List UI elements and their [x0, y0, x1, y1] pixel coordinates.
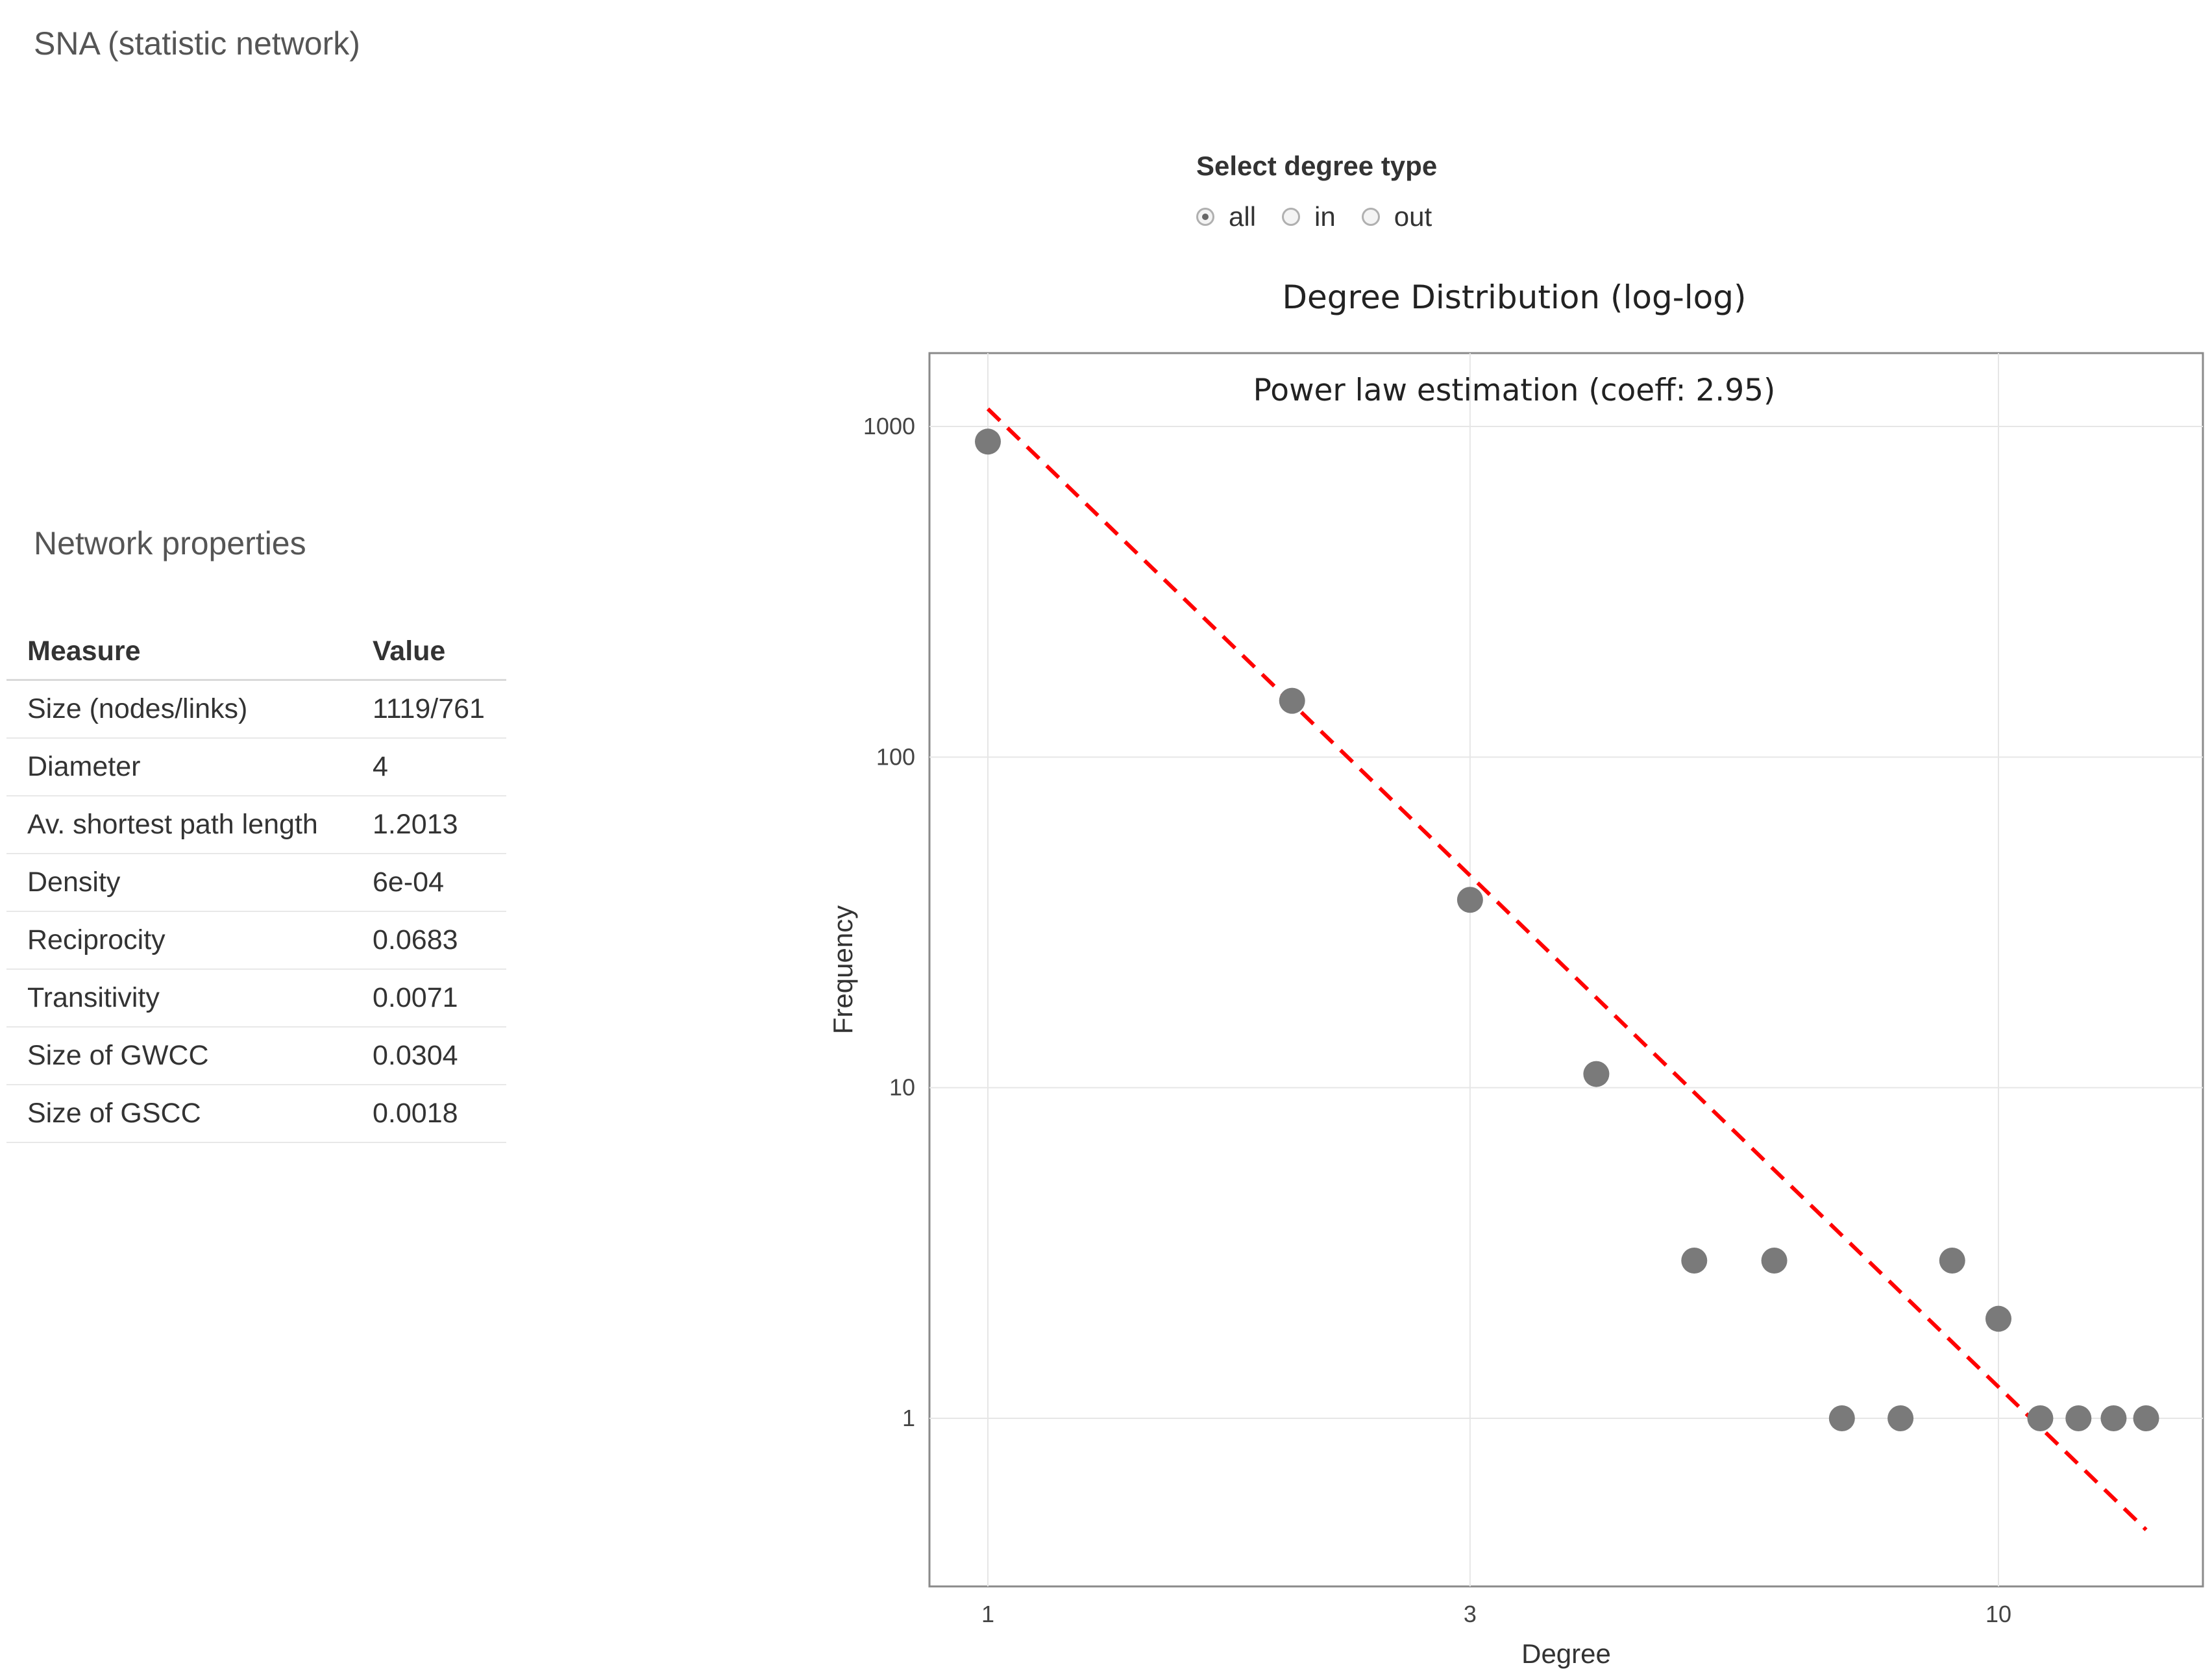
scatter-point [1828, 1405, 1855, 1431]
table-row: Av. shortest path length 1.2013 [6, 796, 506, 854]
table-row: Transitivity 0.0071 [6, 969, 506, 1028]
value-cell: 6e-04 [352, 854, 506, 912]
measure-cell: Density [6, 854, 352, 912]
network-properties-table: Measure Value Size (nodes/links) 1119/76… [6, 623, 506, 1143]
measure-cell: Size of GWCC [6, 1027, 352, 1085]
radio-label-all: all [1229, 201, 1257, 232]
x-axis-label: Degree [1521, 1638, 1611, 1669]
radio-button-in[interactable] [1282, 208, 1301, 226]
column-header-measure: Measure [6, 623, 352, 681]
measure-cell: Size (nodes/links) [6, 680, 352, 739]
value-cell: 4 [352, 738, 506, 796]
degree-type-out-option[interactable]: out [1361, 201, 1432, 232]
points-layer [975, 428, 2159, 1431]
y-tick-label: 10 [889, 1074, 915, 1101]
radio-button-all[interactable] [1196, 208, 1214, 226]
y-tick-label: 100 [876, 743, 915, 770]
fit-line-layer [986, 407, 2148, 1531]
degree-type-radio-group: all in out [1196, 201, 1458, 232]
scatter-point [1681, 1247, 1708, 1274]
value-cell: 0.0018 [352, 1085, 506, 1143]
degree-type-all-option[interactable]: all [1196, 201, 1256, 232]
measure-cell: Size of GSCC [6, 1085, 352, 1143]
scatter-point [1279, 687, 1305, 714]
measure-cell: Transitivity [6, 969, 352, 1028]
value-cell: 0.0683 [352, 911, 506, 970]
scatter-point [1456, 887, 1483, 913]
degree-type-label: Select degree type [1196, 151, 1438, 181]
radio-label-in: in [1314, 201, 1336, 232]
column-header-value: Value [352, 623, 506, 681]
page-title: SNA (statistic network) [34, 25, 360, 62]
y-axis-label: Frequency [828, 906, 858, 1034]
degree-type-in-option[interactable]: in [1282, 201, 1336, 232]
radio-label-out: out [1394, 201, 1432, 232]
value-cell: 0.0071 [352, 969, 506, 1028]
y-tick-label: 1000 [863, 413, 915, 439]
table-row: Diameter 4 [6, 738, 506, 796]
scatter-point [1761, 1247, 1788, 1274]
scatter-point [1887, 1405, 1914, 1431]
power-law-fit-line [986, 407, 2148, 1531]
value-cell: 1119/761 [352, 680, 506, 739]
table-row: Size (nodes/links) 1119/761 [6, 680, 506, 739]
value-cell: 0.0304 [352, 1027, 506, 1085]
scatter-point [1985, 1305, 2011, 1332]
scatter-point [1583, 1061, 1610, 1087]
measure-cell: Av. shortest path length [6, 796, 352, 854]
scatter-point [2133, 1405, 2159, 1431]
x-tick-label: 10 [1985, 1601, 2011, 1627]
table-header-row: Measure Value [6, 623, 506, 681]
scatter-point [1939, 1247, 1965, 1274]
network-properties-heading: Network properties [34, 525, 306, 561]
x-tick-label: 1 [981, 1601, 994, 1627]
tick-labels: 1 3 10 1 10 100 1000 [863, 413, 2011, 1627]
chart-title: Degree Distribution (log-log) [1283, 278, 1747, 316]
scatter-point [975, 428, 1001, 455]
scatter-point [2027, 1405, 2054, 1431]
value-cell: 1.2013 [352, 796, 506, 854]
measure-cell: Diameter [6, 738, 352, 796]
radio-button-out[interactable] [1361, 208, 1380, 226]
grid-lines [929, 353, 2203, 1586]
table-row: Reciprocity 0.0683 [6, 911, 506, 970]
scatter-point [2065, 1405, 2092, 1431]
power-law-annotation: Power law estimation (coeff: 2.95) [1253, 373, 1776, 408]
table-row: Size of GWCC 0.0304 [6, 1027, 506, 1085]
measure-cell: Reciprocity [6, 911, 352, 970]
table-row: Density 6e-04 [6, 854, 506, 912]
y-tick-label: 1 [902, 1405, 915, 1431]
table-row: Size of GSCC 0.0018 [6, 1085, 506, 1143]
x-tick-label: 3 [1464, 1601, 1477, 1627]
scatter-point [2100, 1405, 2127, 1431]
